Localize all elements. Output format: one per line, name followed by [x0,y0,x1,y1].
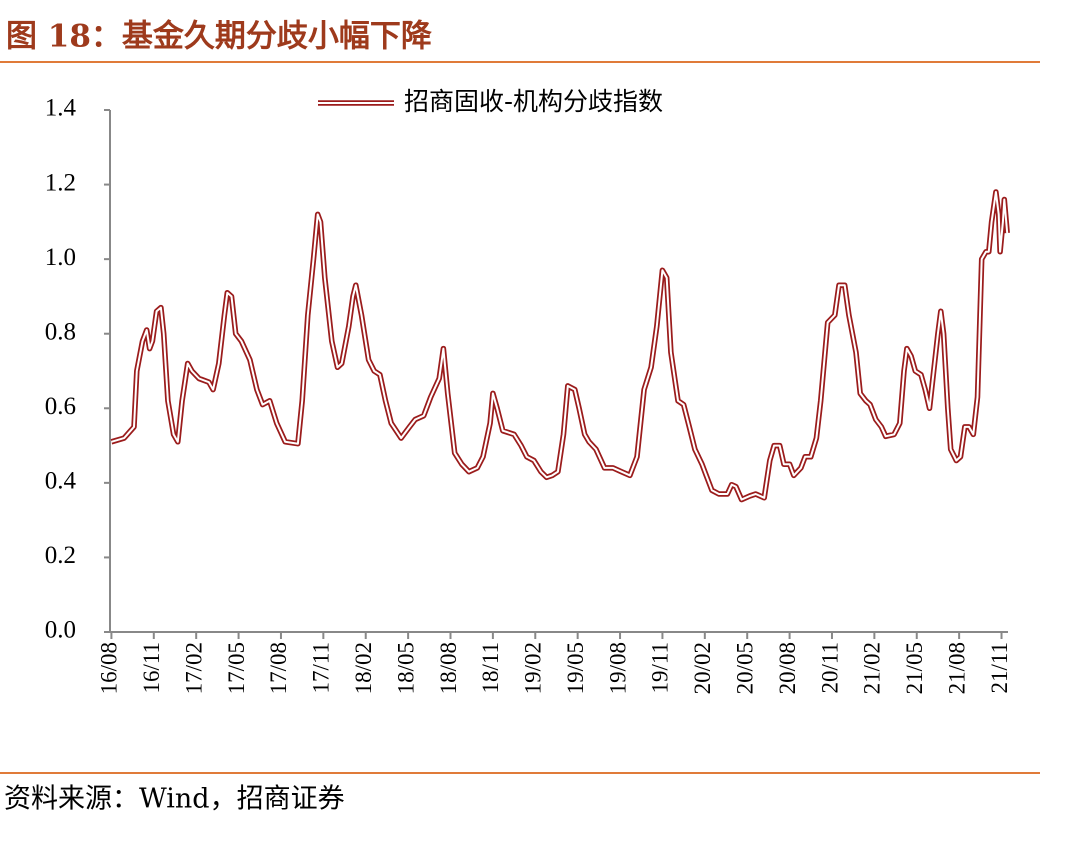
y-tick-label: 1.0 [45,244,76,271]
y-tick-label: 0.2 [45,542,76,569]
x-tick-label: 21/02 [860,642,885,694]
x-tick-label: 19/08 [605,642,630,694]
source-note: 资料来源：Wind，招商证券 [4,784,345,815]
x-tick-label: 17/11 [309,642,334,694]
x-tick-label: 18/11 [478,642,503,694]
x-tick-label: 19/11 [648,642,673,694]
x-tick-label: 18/05 [393,642,418,694]
y-tick-label: 0.8 [45,318,76,345]
legend-label: 招商固收-机构分歧指数 [404,87,663,116]
x-tick-label: 20/08 [775,642,800,694]
x-tick-label: 20/05 [732,642,757,694]
y-tick-label: 0.0 [45,617,76,644]
y-tick-label: 0.4 [45,468,77,495]
y-tick-label: 0.6 [45,393,76,420]
y-tick-label: 1.4 [45,95,77,122]
x-tick-label: 17/08 [266,642,291,694]
x-tick-label: 19/05 [563,642,588,694]
series-line-inner [111,191,1009,501]
x-tick-label: 17/02 [181,642,206,694]
x-tick-label: 21/08 [944,642,969,694]
x-tick-label: 16/11 [139,642,164,694]
series-line [110,189,1010,503]
x-tick-label: 18/02 [351,642,376,694]
x-tick-label: 19/02 [521,642,546,694]
figure-title: 图 18：基金久期分歧小幅下降 [6,19,433,55]
x-tick-label: 21/11 [987,642,1012,694]
x-tick-label: 20/02 [690,642,715,694]
x-tick-label: 21/05 [902,642,927,694]
x-tick-label: 18/08 [436,642,461,694]
x-tick-label: 20/11 [817,642,842,694]
y-tick-label: 1.2 [45,169,76,196]
x-tick-label: 17/05 [224,642,249,694]
x-tick-label: 16/08 [97,642,122,694]
